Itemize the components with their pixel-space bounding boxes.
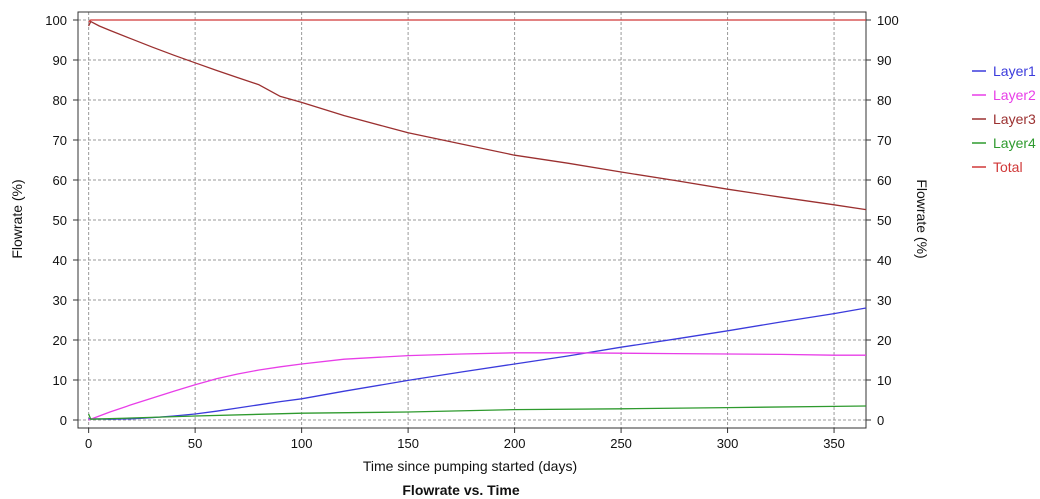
series-line-total [88, 19, 866, 23]
y-tick-label-right: 30 [877, 293, 891, 308]
x-tick-label: 350 [823, 436, 845, 451]
y-tick-label-right: 90 [877, 53, 891, 68]
legend-label-layer3: Layer3 [993, 111, 1036, 127]
series-layer [88, 19, 867, 421]
x-tick-label: 150 [397, 436, 419, 451]
y-tick-label-right: 10 [877, 373, 891, 388]
x-tick-label: 50 [188, 436, 202, 451]
x-tick-label: 300 [717, 436, 739, 451]
grid [78, 12, 866, 428]
y-axis-label-right: Flowrate (%) [914, 179, 930, 258]
y-tick-label-left: 100 [45, 13, 67, 28]
y-tick-label-left: 70 [53, 133, 67, 148]
y-tick-label-right: 0 [877, 413, 884, 428]
legend: Layer1 Layer2 Layer3 Layer4 Total [972, 63, 1036, 175]
y-tick-label-right: 20 [877, 333, 891, 348]
x-tick-label: 100 [291, 436, 313, 451]
chart-title: Flowrate vs. Time [402, 482, 519, 498]
y-tick-label-left: 40 [53, 253, 67, 268]
x-tick-label: 200 [504, 436, 526, 451]
y-tick-label-left: 60 [53, 173, 67, 188]
x-tick-label: 250 [610, 436, 632, 451]
series-line-layer4 [88, 405, 867, 420]
y-tick-label-left: 90 [53, 53, 67, 68]
series-line-layer2 [88, 352, 866, 421]
y-tick-label-left: 80 [53, 93, 67, 108]
legend-label-layer4: Layer4 [993, 135, 1036, 151]
legend-label-layer2: Layer2 [993, 87, 1036, 103]
y-tick-label-right: 100 [877, 13, 899, 28]
x-axis-label: Time since pumping started (days) [363, 458, 577, 474]
y-tick-label-right: 60 [877, 173, 891, 188]
series-line-layer3 [88, 20, 867, 211]
y-tick-label-right: 40 [877, 253, 891, 268]
y-tick-label-left: 20 [53, 333, 67, 348]
legend-label-total: Total [993, 159, 1023, 175]
y-tick-label-left: 50 [53, 213, 67, 228]
y-tick-label-left: 30 [53, 293, 67, 308]
y-tick-label-right: 80 [877, 93, 891, 108]
y-tick-labels-right: 0 10 20 30 40 50 60 70 80 90 100 [866, 13, 899, 428]
y-axis-label-left: Flowrate (%) [9, 179, 25, 258]
x-tick-labels: 0 50 100 150 200 250 300 350 [85, 428, 845, 451]
y-tick-label-right: 50 [877, 213, 891, 228]
legend-label-layer1: Layer1 [993, 63, 1036, 79]
y-tick-labels-left: 0 10 20 30 40 50 60 70 80 90 100 [45, 13, 78, 428]
y-tick-label-left: 0 [60, 413, 67, 428]
y-tick-label-left: 10 [53, 373, 67, 388]
x-tick-label: 0 [85, 436, 92, 451]
y-tick-label-right: 70 [877, 133, 891, 148]
